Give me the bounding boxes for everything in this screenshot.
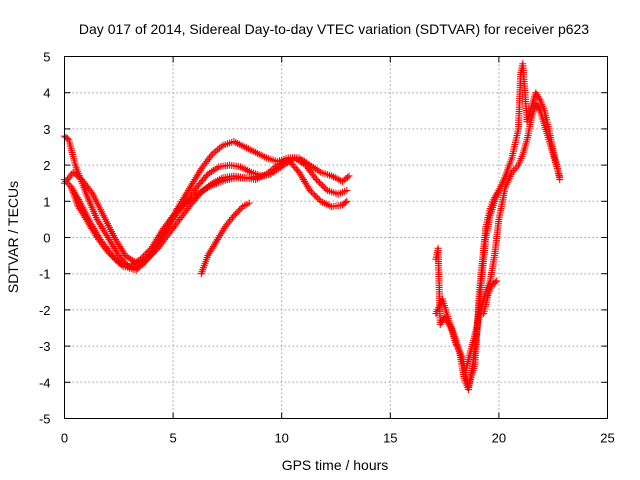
data-point [237, 204, 245, 212]
y-tick-label: -2 [39, 303, 51, 318]
data-point [267, 170, 275, 178]
x-tick-labels: 0 5 10 15 20 25 [61, 431, 615, 446]
y-tick-label: 2 [43, 158, 50, 173]
x-tick-label: 5 [169, 431, 176, 446]
data-point [172, 209, 180, 217]
data-point [245, 199, 253, 207]
x-axis-label: GPS time / hours [282, 457, 389, 473]
data-point [210, 149, 218, 157]
data-point [556, 172, 564, 180]
y-tick-label: -3 [39, 339, 51, 354]
data-point [144, 247, 152, 255]
data-point [493, 277, 501, 285]
data-point [143, 255, 151, 263]
data-point [169, 212, 177, 220]
data-point [215, 144, 223, 152]
x-tick-label: 0 [61, 431, 68, 446]
data-point [137, 255, 145, 263]
y-tick-label: -4 [39, 375, 51, 390]
chart-title: Day 017 of 2014, Sidereal Day-to-day VTE… [79, 21, 589, 37]
y-tick-label: 0 [43, 231, 50, 246]
data-point [113, 257, 121, 265]
data-points [61, 60, 564, 394]
data-point [107, 251, 115, 259]
data-point [230, 212, 238, 220]
y-tick-label: 5 [43, 50, 50, 65]
series-arc-9 [480, 277, 501, 318]
data-point [343, 186, 351, 194]
data-point [314, 177, 322, 185]
series-arc-5 [197, 199, 253, 278]
data-point [312, 176, 320, 184]
y-tick-label: -5 [39, 412, 51, 427]
data-point [76, 174, 84, 182]
data-point [146, 252, 154, 260]
series-arc-4 [67, 170, 275, 270]
data-point [112, 256, 120, 264]
data-point [231, 210, 239, 218]
y-tick-label: -1 [39, 267, 51, 282]
data-point [174, 207, 182, 215]
data-point [141, 251, 149, 259]
data-point [143, 249, 151, 257]
data-point [312, 193, 320, 201]
data-point [175, 206, 183, 214]
data-point [343, 173, 351, 181]
y-tick-labels: -5 -4 -3 -2 -1 0 1 2 3 4 5 [39, 50, 51, 427]
data-point [73, 171, 81, 179]
data-point [177, 204, 185, 212]
data-point [317, 180, 325, 188]
data-point [314, 194, 322, 202]
data-point [309, 190, 317, 198]
data-point [307, 188, 315, 196]
data-point [178, 202, 186, 210]
data-point [491, 278, 499, 286]
y-tick-label: 3 [43, 122, 50, 137]
data-point [138, 254, 146, 262]
y-tick-label: 1 [43, 194, 50, 209]
data-point [105, 250, 113, 258]
data-point [345, 172, 353, 180]
data-point [151, 247, 159, 255]
data-point [71, 170, 79, 178]
data-point [171, 210, 179, 218]
data-point [306, 186, 314, 194]
data-point [69, 168, 77, 176]
data-point [233, 209, 241, 217]
y-axis-label: SDTVAR / TECUs [5, 181, 21, 293]
data-point [236, 206, 244, 214]
data-point [511, 165, 519, 173]
data-point [341, 199, 349, 207]
data-point [311, 191, 319, 199]
data-point [104, 248, 112, 256]
data-point [140, 252, 148, 260]
data-point [343, 197, 351, 205]
y-tick-label: 4 [43, 86, 50, 101]
data-point [214, 146, 222, 154]
data-point [319, 182, 327, 190]
data-point [316, 179, 324, 187]
data-point [109, 253, 117, 261]
data-point [322, 185, 330, 193]
data-point [110, 254, 118, 262]
x-tick-label: 10 [274, 431, 288, 446]
data-point [148, 251, 156, 259]
data-point [145, 254, 153, 262]
data-point [320, 183, 328, 191]
data-point [74, 173, 82, 181]
x-tick-label: 20 [492, 431, 506, 446]
data-point [152, 246, 160, 254]
data-point [212, 147, 220, 155]
x-tick-label: 25 [600, 431, 614, 446]
tick-marks [64, 56, 608, 419]
series-arc-8 [462, 100, 564, 372]
data-point [149, 249, 157, 257]
data-point [234, 207, 242, 215]
x-tick-label: 15 [383, 431, 397, 446]
